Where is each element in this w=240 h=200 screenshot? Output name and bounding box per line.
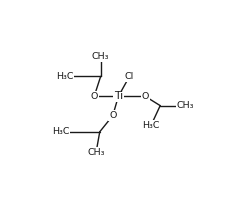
Text: O: O (90, 92, 98, 101)
Text: CH₃: CH₃ (92, 52, 109, 61)
Text: H₃C: H₃C (56, 72, 73, 81)
Text: Ti: Ti (114, 91, 123, 101)
Text: O: O (142, 92, 149, 101)
Text: CH₃: CH₃ (177, 101, 194, 110)
Text: H₃C: H₃C (52, 127, 69, 136)
Text: CH₃: CH₃ (87, 148, 105, 157)
Text: O: O (109, 111, 116, 120)
Text: H₃C: H₃C (142, 121, 160, 130)
Text: Cl: Cl (125, 72, 134, 81)
